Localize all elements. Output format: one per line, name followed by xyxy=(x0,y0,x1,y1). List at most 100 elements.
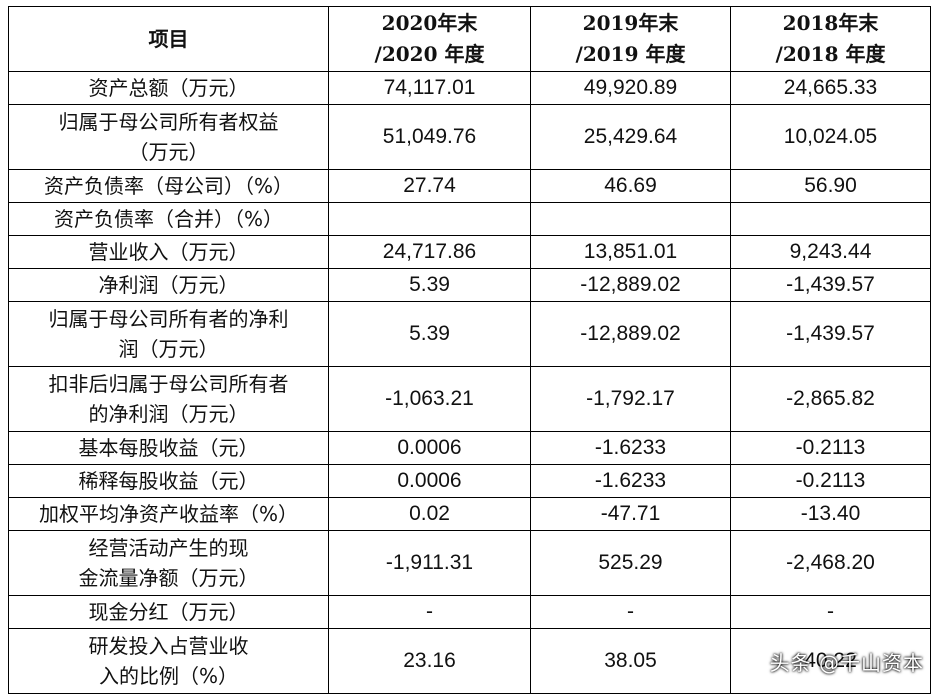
row-value-2018: 24,665.33 xyxy=(730,71,931,105)
row-label: 基本每股收益（元） xyxy=(8,431,329,465)
table-row: 归属于母公司所有者权益 （万元） 51,049.76 25,429.64 10,024.… xyxy=(8,104,931,170)
row-value-2019: 49,920.89 xyxy=(530,71,731,105)
row-label: 归属于母公司所有者的净利 润（万元） xyxy=(8,301,329,367)
table-row: 扣非后归属于母公司所有者 的净利润（万元） -1,063.21 -1,792.17 -2… xyxy=(8,366,931,432)
row-label-line: 归属于母公司所有者的净利 xyxy=(48,307,289,331)
header-2018: 2018年末 /2018 年度 xyxy=(730,6,931,72)
row-label-line: 经营活动产生的现 xyxy=(88,536,249,560)
header-2019-line2: /2019 年度 xyxy=(575,42,686,66)
table-row: 资产总额（万元） 74,117.01 49,920.89 24,665.33 xyxy=(8,71,931,105)
row-value-2020: - xyxy=(328,595,531,629)
table-row: 净利润（万元） 5.39 -12,889.02 -1,439.57 xyxy=(8,268,931,302)
row-value-2019: -12,889.02 xyxy=(530,268,731,302)
row-label-line: 资产总额（万元） xyxy=(88,76,249,100)
row-value-2019: - xyxy=(530,595,731,629)
row-value-2018: -0.2113 xyxy=(730,464,931,498)
header-row: 项目 2020年末 /2020 年度 2019年末 /2019 年度 2018年… xyxy=(8,6,931,72)
header-2018-line1: 2018年末 xyxy=(782,11,879,35)
row-value-2020: 27.74 xyxy=(328,169,531,203)
row-label-line: 扣非后归属于母公司所有者 xyxy=(48,372,289,396)
row-value-2019: 38.05 xyxy=(530,628,731,694)
row-label: 稀释每股收益（元） xyxy=(8,464,329,498)
header-2018-line2: /2018 年度 xyxy=(775,42,886,66)
row-value-2019: -12,889.02 xyxy=(530,301,731,367)
row-label-line: 基本每股收益（元） xyxy=(78,436,259,460)
table-row: 经营活动产生的现 金流量净额（万元） -1,911.31 525.29 -2,468.2… xyxy=(8,530,931,596)
table-row: 稀释每股收益（元） 0.0006 -1.6233 -0.2113 xyxy=(8,464,931,498)
row-value-2018: -13.40 xyxy=(730,497,931,531)
row-label: 加权平均净资产收益率（%） xyxy=(8,497,329,531)
row-value-2020: 23.16 xyxy=(328,628,531,694)
row-value-2019: 13,851.01 xyxy=(530,235,731,269)
row-label-line: 资产负债率（合并）（%） xyxy=(53,207,283,231)
table-row: 营业收入（万元） 24,717.86 13,851.01 9,243.44 xyxy=(8,235,931,269)
row-value-2019: -1.6233 xyxy=(530,464,731,498)
row-label-line: 入的比例（%） xyxy=(98,664,238,688)
row-value-2019: -1,792.17 xyxy=(530,366,731,432)
row-value-2019: 525.29 xyxy=(530,530,731,596)
row-label-line: 润（万元） xyxy=(118,337,219,361)
row-label-line: （万元） xyxy=(128,140,209,164)
row-value-2018: - xyxy=(730,595,931,629)
row-value-2020: 24,717.86 xyxy=(328,235,531,269)
row-label: 净利润（万元） xyxy=(8,268,329,302)
table-row: 加权平均净资产收益率（%） 0.02 -47.71 -13.40 xyxy=(8,497,931,531)
row-label: 归属于母公司所有者权益 （万元） xyxy=(8,104,329,170)
row-value-2018: 10,024.05 xyxy=(730,104,931,170)
row-value-2018: -2,468.20 xyxy=(730,530,931,596)
row-label: 扣非后归属于母公司所有者 的净利润（万元） xyxy=(8,366,329,432)
financial-table: 项目 2020年末 /2020 年度 2019年末 /2019 年度 2018年… xyxy=(8,6,931,694)
row-value-2018: -1,439.57 xyxy=(730,301,931,367)
row-value-2020: 0.0006 xyxy=(328,431,531,465)
row-label-line: 资产负债率（母公司）（%） xyxy=(43,174,293,198)
table-row: 资产负债率（母公司）（%） 27.74 46.69 56.90 xyxy=(8,169,931,203)
header-2020: 2020年末 /2020 年度 xyxy=(328,6,531,72)
header-item: 项目 xyxy=(8,6,329,72)
row-value-2018: 56.90 xyxy=(730,169,931,203)
watermark: 头条 @千山资本 xyxy=(769,651,924,675)
row-value-2019: 46.69 xyxy=(530,169,731,203)
header-2019-line1: 2019年末 xyxy=(582,11,679,35)
row-label: 资产总额（万元） xyxy=(8,71,329,105)
row-value-2019: -1.6233 xyxy=(530,431,731,465)
table-row: 基本每股收益（元） 0.0006 -1.6233 -0.2113 xyxy=(8,431,931,465)
row-label: 资产负债率（母公司）（%） xyxy=(8,169,329,203)
table-row: 现金分红（万元） - - - xyxy=(8,595,931,629)
row-value-2018: -1,439.57 xyxy=(730,268,931,302)
row-value-2019: -47.71 xyxy=(530,497,731,531)
row-label-line: 归属于母公司所有者权益 xyxy=(58,110,279,134)
header-2020-line1: 2020年末 xyxy=(381,11,478,35)
row-label-line: 稀释每股收益（元） xyxy=(78,469,259,493)
row-label-line: 加权平均净资产收益率（%） xyxy=(38,502,298,526)
row-label-line: 的净利润（万元） xyxy=(88,402,249,426)
row-label: 研发投入占营业收 入的比例（%） xyxy=(8,628,329,694)
row-value-2018: 40.22 xyxy=(730,628,931,694)
row-value-2018 xyxy=(730,202,931,236)
row-value-2020: -1,911.31 xyxy=(328,530,531,596)
row-value-2019 xyxy=(530,202,731,236)
table-row: 归属于母公司所有者的净利 润（万元） 5.39 -12,889.02 -1,439.57 xyxy=(8,301,931,367)
row-label: 现金分红（万元） xyxy=(8,595,329,629)
row-label-line: 现金分红（万元） xyxy=(88,600,249,624)
row-value-2018: -2,865.82 xyxy=(730,366,931,432)
row-value-2018: -0.2113 xyxy=(730,431,931,465)
row-value-2020 xyxy=(328,202,531,236)
row-label: 经营活动产生的现 金流量净额（万元） xyxy=(8,530,329,596)
row-value-2020: 74,117.01 xyxy=(328,71,531,105)
header-2019: 2019年末 /2019 年度 xyxy=(530,6,731,72)
row-value-2020: 0.02 xyxy=(328,497,531,531)
row-label-line: 营业收入（万元） xyxy=(88,240,249,264)
row-value-2020: 0.0006 xyxy=(328,464,531,498)
row-value-2019: 25,429.64 xyxy=(530,104,731,170)
row-value-2020: 5.39 xyxy=(328,268,531,302)
table-body: 资产总额（万元） 74,117.01 49,920.89 24,665.33 归属于母公… xyxy=(8,71,931,694)
row-label-line: 净利润（万元） xyxy=(98,273,239,297)
row-value-2018: 9,243.44 xyxy=(730,235,931,269)
row-label-line: 研发投入占营业收 xyxy=(88,634,249,658)
header-2020-line2: /2020 年度 xyxy=(374,42,485,66)
row-label-line: 金流量净额（万元） xyxy=(78,566,259,590)
row-value-2020: 5.39 xyxy=(328,301,531,367)
row-value-2020: -1,063.21 xyxy=(328,366,531,432)
row-label: 营业收入（万元） xyxy=(8,235,329,269)
row-label: 资产负债率（合并）（%） xyxy=(8,202,329,236)
